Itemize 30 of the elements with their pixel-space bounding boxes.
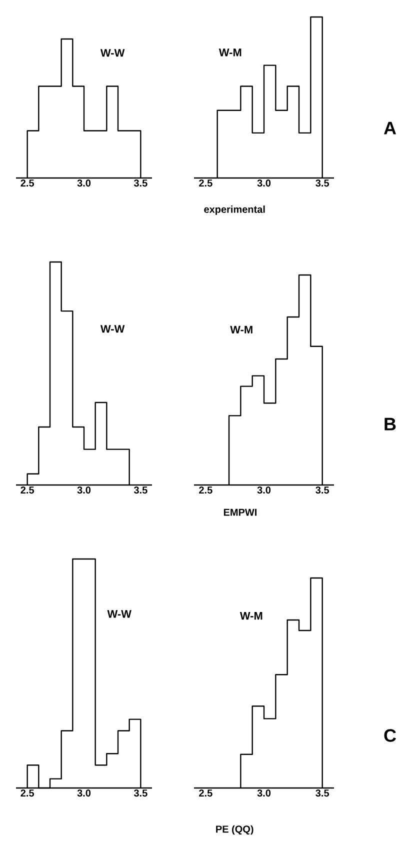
x-tick-label: 3.0 — [77, 180, 91, 187]
text: W-W — [100, 49, 125, 57]
x-tick-label: 3.5 — [316, 180, 330, 187]
x-tick-label: 3.0 — [77, 486, 91, 494]
x-axis-title: experimental — [204, 206, 265, 215]
text: A — [384, 122, 396, 134]
x-tick-label: 2.5 — [20, 790, 34, 797]
x-tick-label: 3.5 — [316, 486, 330, 494]
x-axis-title: PE (QQ) — [216, 825, 254, 835]
x-tick-label: 3.5 — [134, 486, 148, 494]
x-tick-label: 3.0 — [257, 180, 271, 187]
x-axis-title: EMPWI — [224, 508, 256, 516]
text: W-W — [100, 325, 125, 333]
text: B — [384, 418, 396, 430]
x-tick-label: 3.5 — [134, 180, 148, 187]
text: C — [384, 729, 396, 742]
x-tick-label: 2.5 — [20, 486, 34, 494]
x-tick-label: 3.0 — [257, 486, 271, 494]
text: W-M — [218, 48, 242, 56]
text: W-M — [240, 612, 262, 620]
x-tick-label: 3.5 — [134, 790, 148, 797]
x-tick-label: 2.5 — [20, 180, 34, 187]
x-tick-label: 3.0 — [77, 790, 91, 797]
x-tick-label: 2.5 — [199, 486, 212, 494]
text: W-M — [230, 326, 252, 334]
x-tick-label: 2.5 — [199, 180, 212, 187]
x-tick-label: 3.5 — [316, 790, 330, 797]
x-tick-label: 2.5 — [199, 790, 212, 797]
text: W-W — [107, 610, 132, 618]
x-tick-label: 3.0 — [257, 790, 271, 797]
